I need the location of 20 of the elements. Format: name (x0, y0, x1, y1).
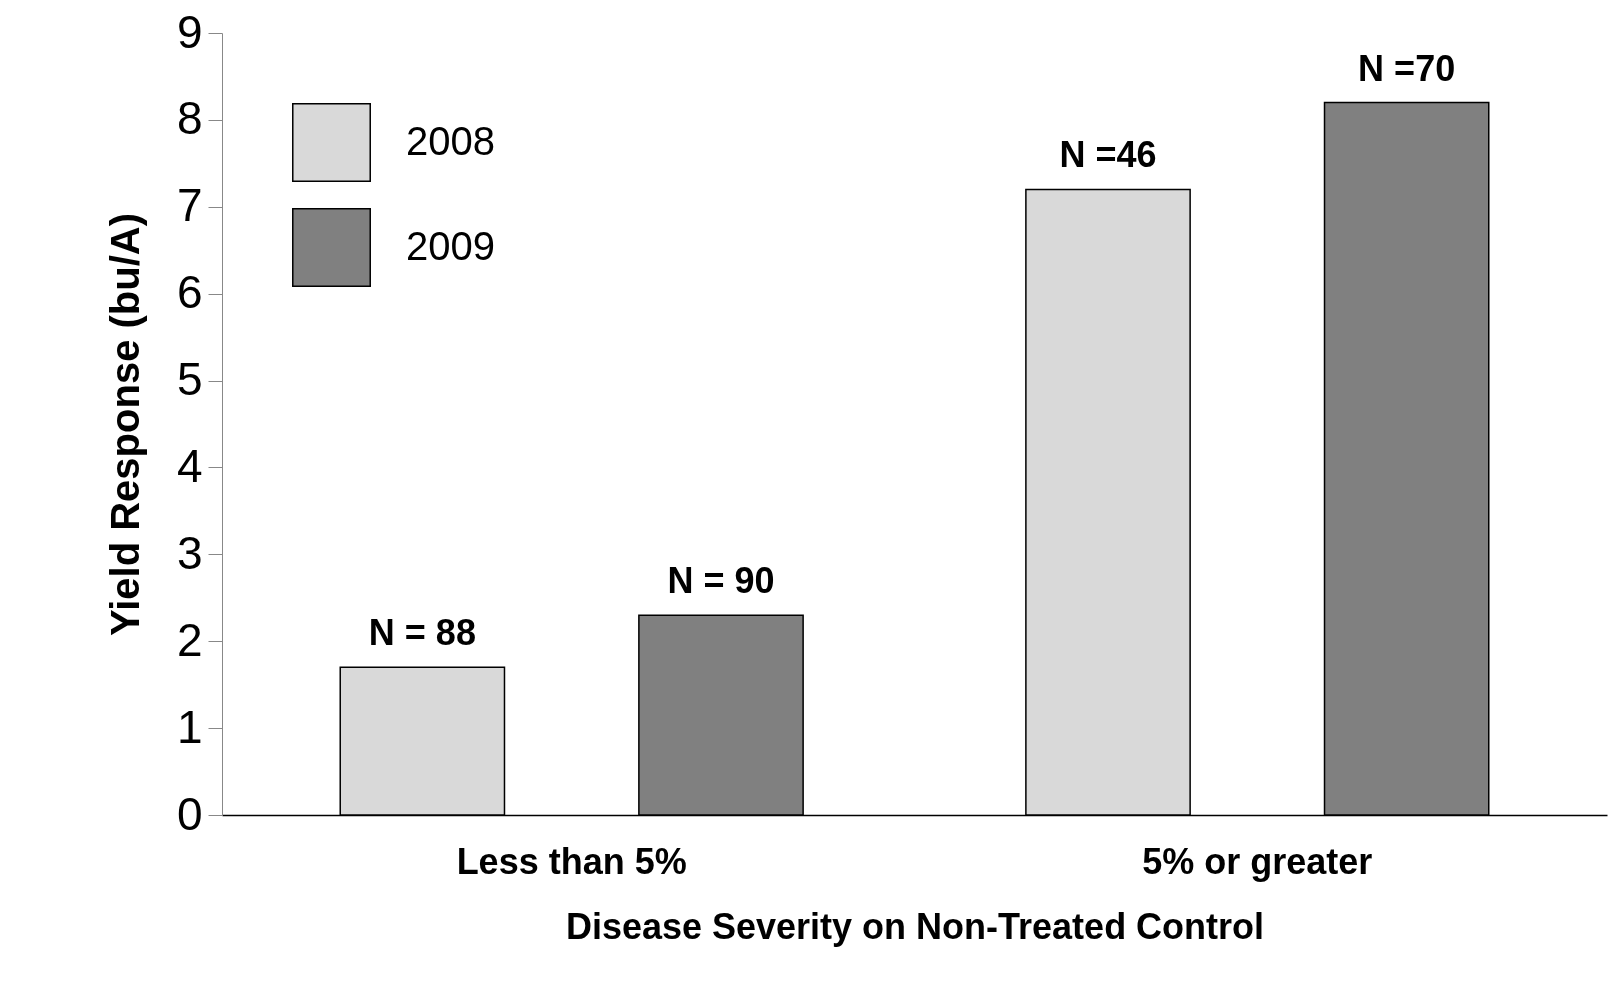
y-tick-label: 5 (176, 353, 203, 406)
y-tick-label: 8 (176, 92, 203, 145)
x-tick-label: Less than 5% (456, 840, 687, 882)
y-tick-label: 1 (176, 700, 203, 753)
legend-label: 2009 (406, 223, 495, 268)
legend-label: 2008 (406, 118, 495, 163)
annotation: N = 90 (667, 560, 775, 602)
annotation: N =46 (1059, 134, 1157, 176)
y-tick-label: 4 (176, 439, 203, 492)
y-tick-label: 6 (176, 266, 203, 319)
x-tick-label: 5% or greater (1142, 840, 1373, 882)
y-tick-label: 2 (176, 613, 203, 666)
annotation: N =70 (1358, 47, 1456, 89)
y-tick-label: 7 (176, 179, 203, 232)
y-tick-label: 3 (176, 526, 203, 579)
y-tick-label: 0 (176, 787, 203, 840)
y-axis-title: Yield Response (bu/A) (102, 212, 147, 637)
x-axis-title: Disease Severity on Non-Treated Control (565, 905, 1265, 947)
y-tick-label: 9 (176, 5, 203, 58)
annotation: N = 88 (368, 612, 476, 654)
